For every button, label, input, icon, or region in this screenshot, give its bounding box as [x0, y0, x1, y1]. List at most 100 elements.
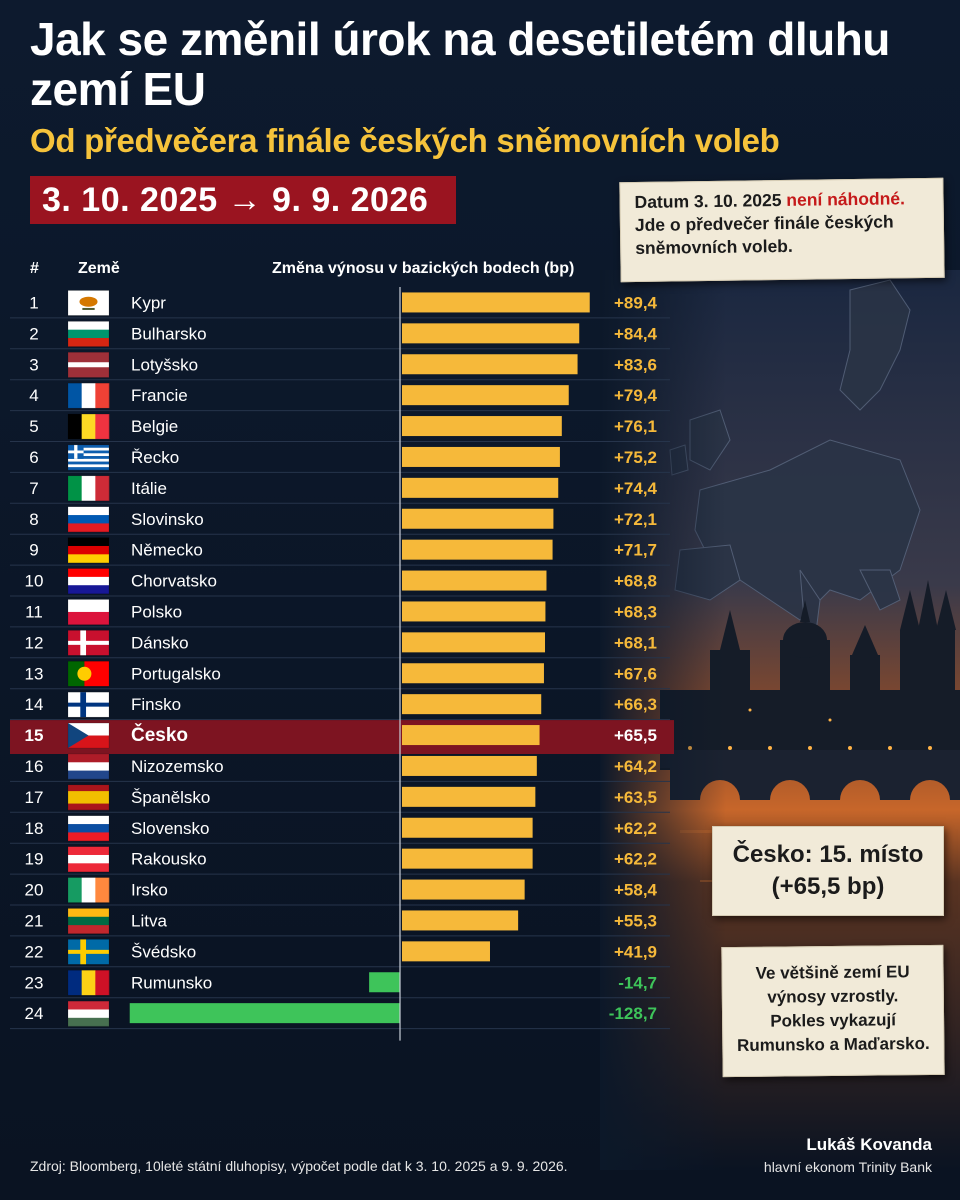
bar	[402, 879, 525, 900]
country-label: Bulharsko	[131, 324, 207, 343]
bar	[402, 416, 562, 437]
rank-label: 13	[25, 664, 44, 683]
rank-label: 23	[25, 973, 44, 992]
value-label: +71,7	[614, 541, 657, 560]
country-label: Slovinsko	[131, 510, 204, 529]
bar	[402, 539, 553, 560]
rank-label: 19	[25, 850, 44, 869]
rank-label: 24	[25, 1004, 44, 1023]
flag-greece-icon	[67, 444, 110, 471]
yield-change-chart: 1 Kypr +89,4 2 Bulharsko +84,4 3 Lotyšsko +83,6 4…	[10, 287, 674, 1041]
flag-slovakia-icon	[67, 815, 110, 842]
value-label: -128,7	[609, 1004, 657, 1023]
value-label: +68,3	[614, 602, 657, 621]
country-label: Litva	[131, 911, 167, 930]
rank-label: 10	[25, 572, 44, 591]
country-label: Nizozemsko	[131, 757, 224, 776]
date-range-banner: 3. 10. 2025 → 9. 9. 2026	[30, 176, 456, 224]
header-rank: #	[30, 260, 39, 277]
country-label: Rakousko	[131, 850, 207, 869]
bar	[402, 292, 590, 313]
country-label: Francie	[131, 386, 188, 405]
rank-label: 9	[29, 541, 38, 560]
value-label: +66,3	[614, 695, 657, 714]
bar	[402, 941, 490, 962]
country-label: Belgie	[131, 417, 178, 436]
value-label: +41,9	[614, 942, 657, 961]
value-label: +64,2	[614, 757, 657, 776]
flag-poland-icon	[67, 599, 110, 625]
rank-label: 12	[25, 633, 44, 652]
flag-austria-icon	[67, 846, 110, 872]
country-label: Rumunsko	[131, 973, 212, 992]
country-label: Lotyšsko	[131, 355, 198, 374]
value-label: +58,4	[614, 881, 658, 900]
rank-label: 1	[29, 293, 38, 312]
value-label: +65,5	[614, 726, 657, 745]
bar	[369, 972, 400, 993]
bar	[402, 725, 540, 746]
flag-hungary-icon	[67, 1000, 110, 1027]
flag-romania-icon	[67, 970, 110, 996]
flag-denmark-icon	[67, 630, 110, 656]
flag-cyprus-icon	[67, 290, 110, 316]
flag-finland-icon	[67, 691, 110, 718]
bar	[402, 601, 546, 622]
bar	[402, 910, 519, 931]
country-label: Irsko	[131, 881, 168, 900]
value-label: +55,3	[614, 911, 657, 930]
flag-netherlands-icon	[67, 753, 110, 780]
rank-label: 15	[25, 726, 44, 745]
page-title: Jak se změnil úrok na desetiletém dluhu …	[30, 13, 890, 115]
country-label: Chorvatsko	[131, 572, 217, 591]
rank-label: 6	[29, 448, 38, 467]
rank-label: 3	[29, 355, 38, 374]
header-country: Země	[78, 260, 120, 277]
flag-germany-icon	[67, 537, 110, 563]
flag-latvia-icon	[67, 352, 110, 378]
rank-label: 21	[25, 911, 44, 930]
rank-label: 14	[25, 695, 44, 714]
country-label: Švédsko	[131, 942, 196, 961]
flag-sweden-icon	[67, 939, 110, 965]
country-label: Česko	[131, 724, 188, 746]
bar	[402, 570, 547, 591]
value-label: +74,4	[614, 479, 658, 498]
czech-rank-note: Česko: 15. místo (+65,5 bp)	[712, 826, 944, 916]
value-label: +84,4	[614, 324, 658, 343]
value-label: +72,1	[614, 510, 657, 529]
country-label: Dánsko	[131, 633, 189, 652]
value-label: +67,6	[614, 664, 657, 683]
country-label: Německo	[131, 541, 203, 560]
value-label: +83,6	[614, 355, 657, 374]
author-block: Lukáš Kovanda hlavní ekonom Trinity Bank	[764, 1134, 932, 1178]
rank-label: 16	[25, 757, 44, 776]
rank-label: 17	[25, 788, 44, 807]
rank-label: 11	[25, 602, 43, 621]
bar	[402, 323, 580, 344]
flag-croatia-icon	[67, 568, 110, 594]
value-label: -14,7	[618, 973, 657, 992]
flag-belgium-icon	[67, 413, 110, 440]
flag-italy-icon	[67, 475, 110, 502]
bar	[402, 848, 533, 869]
country-label: Španělsko	[131, 788, 210, 807]
rank-label: 4	[29, 386, 38, 405]
bar	[402, 446, 560, 467]
bar	[129, 1003, 401, 1024]
bar	[402, 786, 536, 807]
bar	[402, 755, 537, 776]
rank-label: 22	[25, 942, 44, 961]
bar	[402, 817, 533, 838]
bar	[402, 694, 542, 715]
value-label: +79,4	[614, 386, 658, 405]
flag-france-icon	[67, 382, 110, 409]
rank-label: 8	[29, 510, 38, 529]
bar	[402, 663, 544, 684]
flag-lithuania-icon	[67, 908, 110, 934]
value-label: +63,5	[614, 788, 657, 807]
flag-ireland-icon	[67, 877, 110, 903]
rank-label: 2	[29, 324, 38, 343]
country-label: Portugalsko	[131, 664, 221, 683]
country-label: Polsko	[131, 602, 182, 621]
